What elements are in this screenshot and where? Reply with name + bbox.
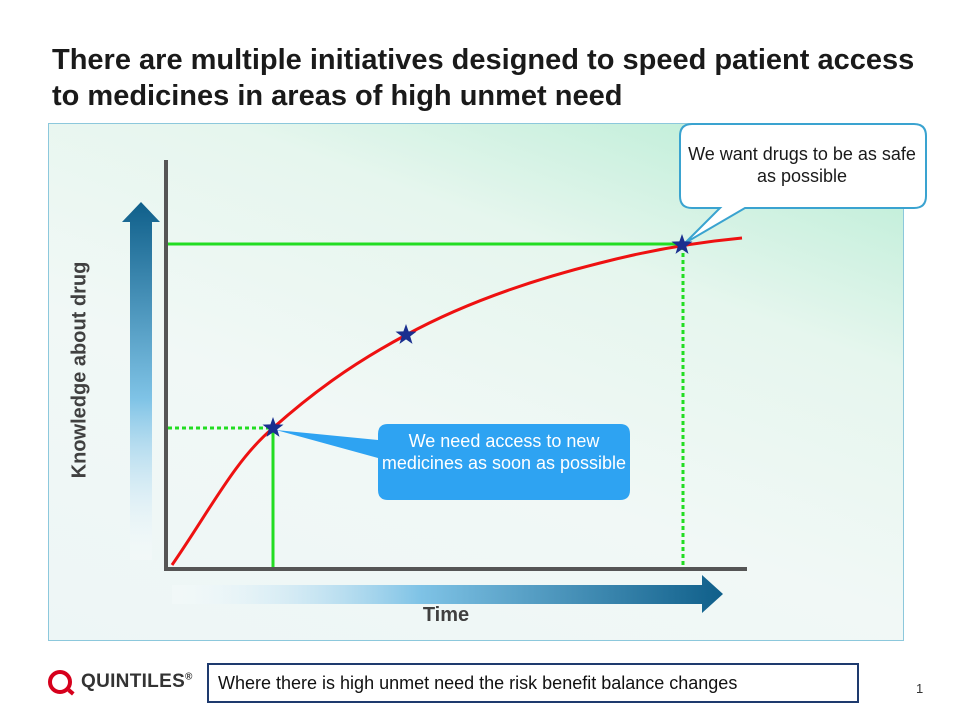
callout-access-bubble: [276, 424, 630, 500]
page-number: 1: [916, 681, 924, 696]
star-early-access: [262, 417, 284, 437]
quintiles-logo: QUINTILES®: [48, 668, 193, 696]
key-message-box: Where there is high unmet need the risk …: [207, 663, 859, 703]
quintiles-wordmark: QUINTILES®: [81, 671, 193, 692]
slide-title: There are multiple initiatives designed …: [52, 44, 915, 112]
callout-safety-text: We want drugs to be as safe as possible: [688, 144, 916, 186]
y-axis-label: Knowledge about drug: [68, 261, 91, 479]
y-axis-arrow: [122, 202, 160, 560]
knowledge-curve: [170, 236, 743, 566]
x-axis-arrow: [172, 575, 723, 613]
registered-mark: ®: [185, 671, 193, 683]
callout-access-text: We need access to new medicines as soon …: [381, 431, 627, 473]
diagram-panel: [48, 123, 904, 641]
star-full-safety: [671, 234, 693, 254]
callout-safety-bubble: [679, 123, 927, 244]
x-axis-label: Time: [422, 604, 470, 626]
star-midpoint: [395, 324, 417, 344]
quintiles-q-icon: [48, 670, 72, 694]
